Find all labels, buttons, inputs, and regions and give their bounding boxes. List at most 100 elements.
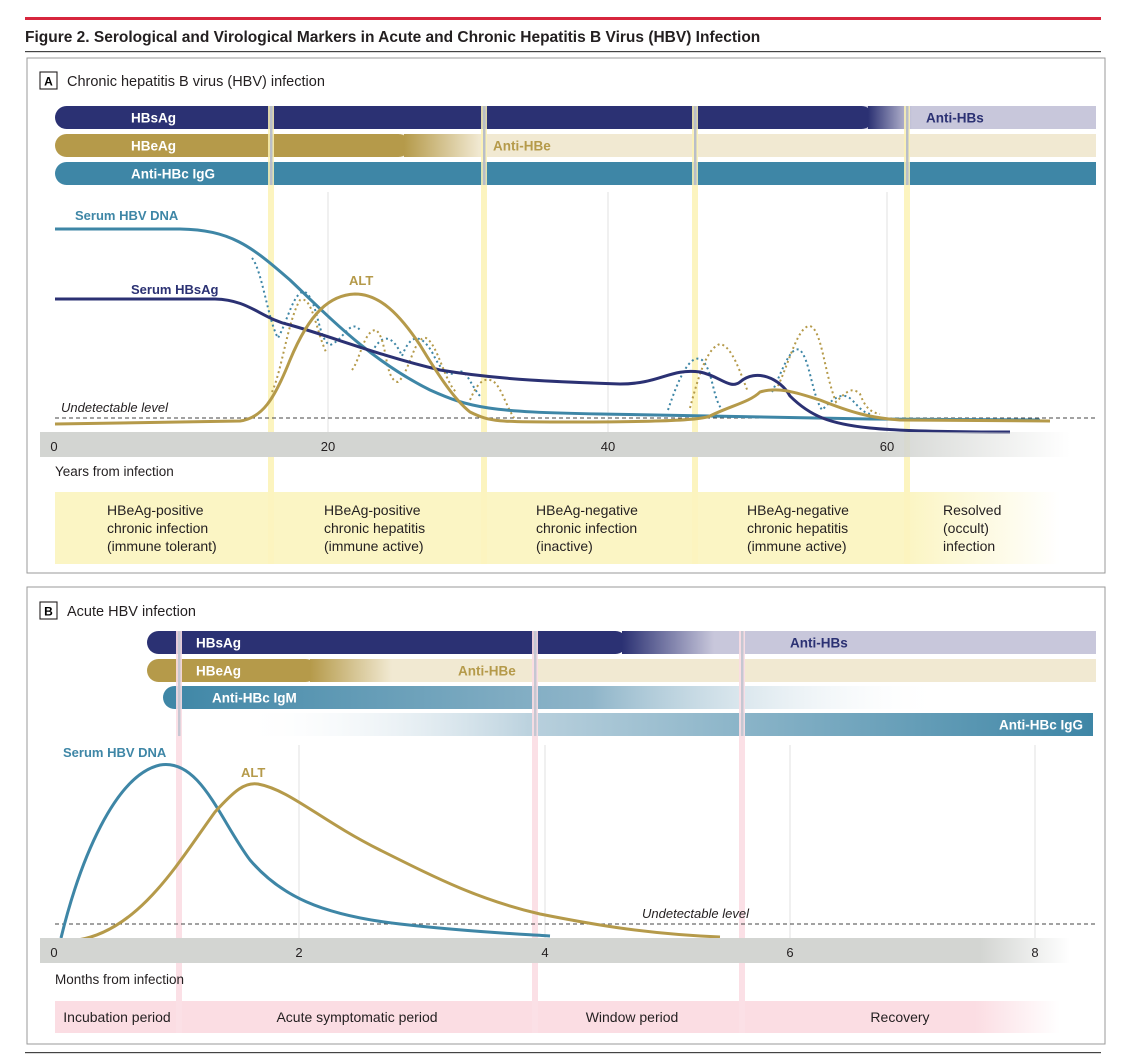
panel-a-title: Chronic hepatitis B virus (HBV) infectio… (67, 74, 325, 90)
bar-b-hbeag-fade (310, 659, 392, 682)
panel-b-gridlines (298, 745, 1036, 938)
b-axis-strip-fade (980, 938, 1070, 963)
panel-b-marker-bars: HBsAg Anti-HBs HBeAg Anti-HBe Anti-HBc I… (147, 631, 1096, 736)
a-x-axis: 0 20 40 60 Years from infection (40, 432, 1070, 479)
a-serum-dna-label: Serum HBV DNA (75, 208, 179, 223)
a-phase-4-line-3: (immune active) (747, 538, 847, 554)
a-phase-5-line-3: infection (943, 538, 995, 554)
bar-b-anti-hbc-igm-label: Anti-HBc IgM (212, 691, 297, 706)
footer-rule (25, 1052, 1101, 1054)
bar-a-anti-hbe (400, 134, 1096, 157)
a-tick-0: 0 (50, 439, 57, 454)
b-tick-2: 2 (295, 945, 302, 960)
b-undetectable-label: Undetectable level (642, 906, 750, 921)
b-phase-boxes: Incubation period Acute symptomatic peri… (55, 1001, 1060, 1033)
b-phase-recovery: Recovery (870, 1009, 929, 1025)
b-phase-window: Window period (586, 1009, 679, 1025)
bar-b-hbeag-label: HBeAg (196, 664, 241, 679)
figure-title: Figure 2. Serological and Virological Ma… (25, 29, 760, 46)
a-phase-5-line-2: (occult) (943, 520, 989, 536)
panel-a: A Chronic hepatitis B virus (HBV) infect… (26, 57, 1106, 574)
b-tick-6: 6 (786, 945, 793, 960)
panel-a-chart: Undetectable level Serum HBV DNA Serum H… (40, 106, 1097, 564)
b-tick-8: 8 (1031, 945, 1038, 960)
a-alt-fluctuations (271, 298, 881, 419)
panel-b-letter: B (44, 605, 53, 619)
bar-a-hbsag (55, 106, 873, 129)
b-tick-0: 0 (50, 945, 57, 960)
panel-b-phase-dividers (176, 631, 745, 1033)
bar-b-anti-hbc-igm (163, 686, 943, 709)
b-alt-label: ALT (241, 765, 265, 780)
bar-b-anti-hbs-label: Anti-HBs (790, 636, 848, 651)
title-rule (25, 51, 1101, 53)
a-phase-2-line-2: chronic hepatitis (324, 520, 425, 536)
panel-a-letter-box (39, 71, 58, 90)
a-x-axis-label: Years from infection (55, 464, 174, 479)
b-phase-acute: Acute symptomatic period (276, 1009, 437, 1025)
bar-a-hbsag-label: HBsAg (131, 111, 176, 126)
panel-b-letter-box (39, 601, 58, 620)
b-alt-curve (77, 782, 721, 942)
bar-b-hbsag (147, 631, 627, 654)
b-x-axis: 0 2 4 6 8 Months from infection (40, 938, 1070, 987)
a-phase-2-line-3: (immune active) (324, 538, 424, 554)
a-tick-60: 60 (880, 439, 894, 454)
a-phase-1-line-2: chronic infection (107, 520, 208, 536)
bar-a-anti-hbs (860, 106, 1096, 129)
a-phase-3-line-1: HBeAg-negative (536, 502, 638, 518)
panel-b-chart: Undetectable level Serum HBV DNA ALT 0 2… (40, 631, 1097, 1033)
bar-a-anti-hbc-igg (55, 162, 1096, 185)
panel-a-phase-dividers (268, 106, 910, 564)
a-phase-3-line-3: (inactive) (536, 538, 593, 554)
bar-b-anti-hbc-igg (240, 713, 1093, 736)
a-alt-curve (54, 292, 1051, 426)
panel-b-title: Acute HBV infection (67, 604, 196, 620)
bar-a-anti-hbs-label: Anti-HBs (926, 111, 984, 126)
a-phase-4-line-2: chronic hepatitis (747, 520, 848, 536)
a-serum-hbsag-curve (55, 297, 1011, 434)
a-tick-20: 20 (321, 439, 335, 454)
bar-a-anti-hbc-igg-end (1080, 162, 1096, 185)
a-phase-4-line-1: HBeAg-negative (747, 502, 849, 518)
panel-b-bar-dividers (178, 631, 744, 736)
a-axis-strip (40, 432, 880, 457)
a-tick-40: 40 (601, 439, 615, 454)
bar-b-hbsag-fade (622, 631, 714, 654)
a-phase-1-line-3: (immune tolerant) (107, 538, 217, 554)
a-phase-2-line-1: HBeAg-positive (324, 502, 421, 518)
panel-b-frame (26, 586, 1106, 1045)
bar-b-hbeag (147, 659, 317, 682)
a-phase-3-line-2: chronic infection (536, 520, 637, 536)
a-serum-hbv-dna-curve (55, 227, 1041, 422)
b-x-axis-label: Months from infection (55, 972, 184, 987)
a-phase-5-line-1: Resolved (943, 502, 1001, 518)
bar-b-anti-hbe-label: Anti-HBe (458, 664, 516, 679)
bar-a-hbsag-fade (868, 106, 912, 129)
b-phase-incubation: Incubation period (63, 1009, 170, 1025)
a-dna-fluctuations (251, 257, 871, 415)
a-phase-boxes: HBeAg-positive chronic infection (immune… (55, 492, 1060, 564)
bar-b-anti-hbe (300, 659, 1096, 682)
bar-a-anti-hbc-igg-label: Anti-HBc IgG (131, 167, 215, 182)
bar-a-hbeag-label: HBeAg (131, 139, 176, 154)
a-serum-hbsag-label: Serum HBsAg (131, 282, 218, 297)
panel-a-marker-bars: HBsAg Anti-HBs HBeAg Anti-HBe Anti-HBc I… (55, 106, 1096, 185)
panel-b: B Acute HBV infection HBsAg Anti-HBs HBe… (26, 586, 1106, 1045)
bar-a-hbeag-fade (404, 134, 480, 157)
bar-b-anti-hbs (700, 631, 1096, 654)
a-axis-strip-fade (880, 432, 1070, 457)
b-tick-4: 4 (541, 945, 548, 960)
panel-a-bar-dividers (270, 106, 909, 185)
bar-b-anti-hbc-igg-label: Anti-HBc IgG (999, 718, 1083, 733)
accent-rule (25, 17, 1101, 20)
a-undetectable-label: Undetectable level (61, 400, 169, 415)
b-serum-dna-label: Serum HBV DNA (63, 745, 167, 760)
bar-a-hbeag (55, 134, 410, 157)
bar-b-hbsag-label: HBsAg (196, 636, 241, 651)
a-phase-1-line-1: HBeAg-positive (107, 502, 204, 518)
a-alt-label: ALT (349, 273, 373, 288)
b-axis-strip (40, 938, 980, 963)
bar-a-anti-hbe-label: Anti-HBe (493, 139, 551, 154)
